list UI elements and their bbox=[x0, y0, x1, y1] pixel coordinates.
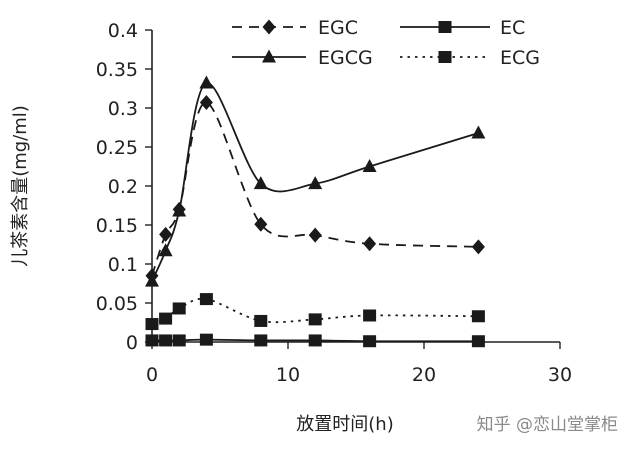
x-tick-label: 0 bbox=[146, 364, 158, 386]
legend-marker-ec bbox=[438, 21, 452, 33]
data-point-ecg bbox=[254, 314, 268, 327]
data-point-ecg bbox=[471, 310, 485, 323]
data-point-egc bbox=[308, 227, 322, 243]
series-markers bbox=[145, 75, 486, 348]
y-tick-label: 0.35 bbox=[96, 59, 138, 81]
watermark-text: 知乎 @恋山堂掌柜 bbox=[477, 414, 618, 435]
data-point-ecg bbox=[172, 302, 186, 315]
data-point-egcg bbox=[199, 75, 214, 89]
chart-axes bbox=[151, 30, 560, 343]
y-tick-label: 0.25 bbox=[96, 137, 138, 159]
data-point-ec bbox=[145, 334, 159, 347]
data-point-egcg bbox=[145, 273, 159, 287]
data-point-ec bbox=[308, 334, 322, 347]
data-point-egc bbox=[199, 95, 213, 111]
y-tick-label: 0.2 bbox=[108, 176, 138, 198]
data-point-egcg bbox=[158, 243, 173, 257]
y-tick-label: 0.05 bbox=[96, 293, 138, 315]
data-point-ec bbox=[172, 334, 186, 347]
chart-legend: EGC EC EGCG ECG bbox=[232, 17, 540, 69]
data-point-egcg bbox=[362, 159, 377, 172]
data-point-egcg bbox=[308, 176, 323, 190]
legend-label-ec: EC bbox=[500, 17, 525, 39]
y-axis-label: 儿茶素含量(mg/ml) bbox=[10, 105, 31, 267]
y-tick-label: 0.1 bbox=[108, 254, 138, 276]
legend-marker-ecg bbox=[438, 51, 452, 63]
x-tick-label: 10 bbox=[276, 364, 300, 386]
x-tick-label: 20 bbox=[412, 364, 436, 386]
data-point-egc bbox=[254, 216, 268, 232]
axis-ticks: 0 0.05 0.1 0.15 0.2 0.25 0.3 0.35 0.4 0 10 20 30 bbox=[96, 20, 572, 386]
x-tick-label: 30 bbox=[548, 364, 572, 386]
data-point-egc bbox=[159, 226, 173, 242]
legend-marker-egcg bbox=[262, 49, 276, 63]
data-point-egcg bbox=[172, 203, 187, 217]
data-point-ecg bbox=[308, 313, 322, 326]
data-point-ec bbox=[363, 335, 377, 348]
data-point-egc bbox=[471, 239, 485, 255]
data-point-ec bbox=[254, 334, 268, 347]
data-point-ecg bbox=[363, 309, 377, 322]
data-point-ecg bbox=[159, 312, 173, 325]
y-tick-label: 0 bbox=[126, 332, 138, 354]
data-point-egc bbox=[363, 236, 377, 252]
data-point-ec bbox=[159, 334, 173, 347]
y-tick-label: 0.4 bbox=[108, 20, 138, 42]
data-point-ec bbox=[199, 333, 213, 346]
data-point-ecg bbox=[145, 318, 159, 331]
data-point-ecg bbox=[199, 293, 213, 306]
y-tick-label: 0.3 bbox=[108, 98, 138, 120]
x-axis-label: 放置时间(h) bbox=[296, 414, 393, 435]
legend-label-egcg: EGCG bbox=[318, 47, 373, 69]
legend-label-ecg: ECG bbox=[500, 47, 540, 69]
legend-label-egc: EGC bbox=[318, 17, 358, 39]
data-point-egcg bbox=[471, 125, 486, 139]
legend-marker-egc bbox=[262, 19, 276, 35]
data-point-ec bbox=[471, 335, 485, 348]
y-tick-label: 0.15 bbox=[96, 215, 138, 237]
data-point-egcg bbox=[253, 176, 268, 190]
